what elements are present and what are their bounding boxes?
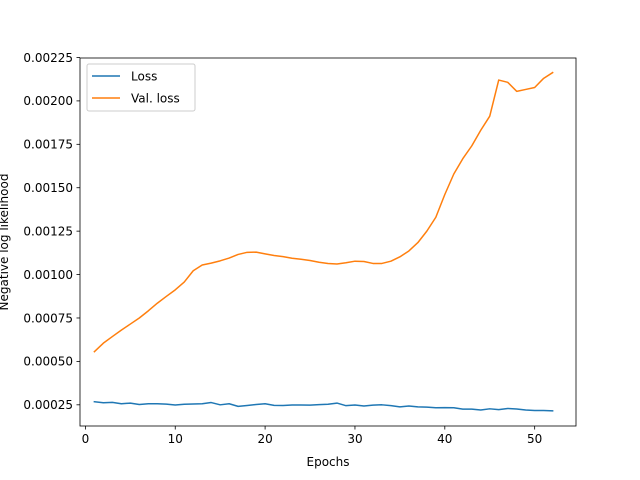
series-layer — [93, 71, 554, 412]
y-axis-ticks: 0.00025 0.00050 0.00075 0.00100 0.00125 0.001… — [23, 51, 80, 412]
x-tick-label: 50 — [527, 432, 542, 446]
x-axis-ticks: 0 10 20 30 40 50 — [82, 426, 542, 446]
legend-label-val-loss: Val. loss — [131, 92, 180, 106]
y-axis-label: Negative log likelihood — [0, 174, 11, 311]
x-axis-label: Epochs — [307, 455, 350, 469]
y-tick-label: 0.00050 — [23, 355, 73, 369]
x-tick-label: 40 — [437, 432, 452, 446]
series-line-loss — [93, 400, 554, 412]
x-tick-label: 0 — [82, 432, 90, 446]
y-tick-label: 0.00075 — [23, 311, 73, 325]
y-tick-label: 0.00025 — [23, 398, 73, 412]
y-tick-label: 0.00125 — [23, 224, 73, 238]
y-tick-label: 0.00200 — [23, 94, 73, 108]
legend-label-loss: Loss — [131, 70, 157, 84]
y-tick-label: 0.00100 — [23, 268, 73, 282]
y-tick-label: 0.00150 — [23, 181, 73, 195]
x-tick-label: 20 — [257, 432, 272, 446]
y-tick-label: 0.00225 — [23, 51, 73, 65]
axes-frame — [79, 57, 577, 427]
legend: Loss Val. loss — [86, 63, 196, 112]
series-line-val-loss — [93, 71, 554, 353]
x-tick-label: 10 — [168, 432, 183, 446]
x-tick-label: 30 — [347, 432, 362, 446]
y-tick-label: 0.00175 — [23, 138, 73, 152]
